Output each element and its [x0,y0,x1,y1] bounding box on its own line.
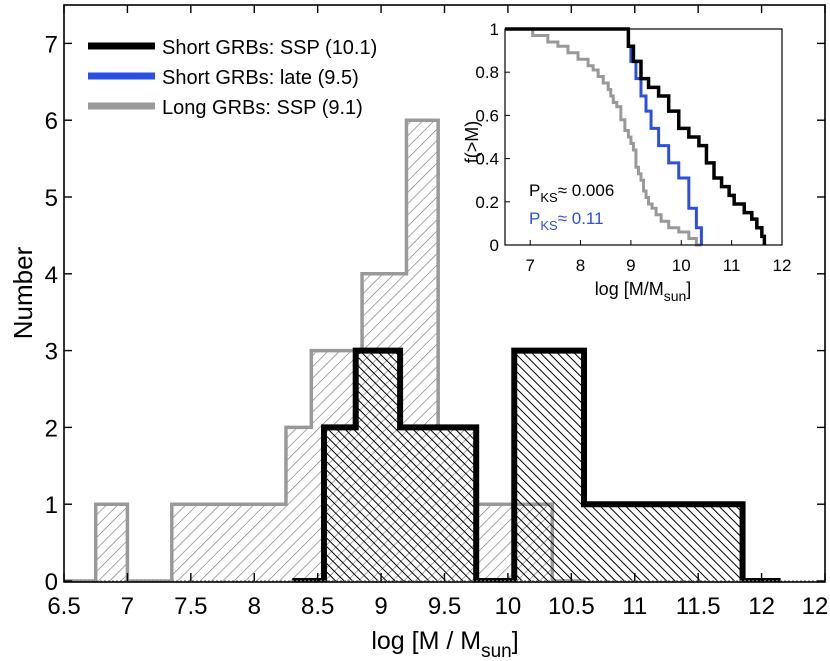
legend-label-long-ssp: Long GRBs: SSP (9.1) [162,97,363,119]
inset-x-tick-label: 10 [672,256,691,275]
inset-background [505,29,782,245]
main-xlabel: log [M / Msun] [371,627,518,661]
x-tick-label: 11.5 [676,593,721,620]
inset-y-tick-label: 0.6 [475,106,499,125]
x-tick-label: 8.5 [301,593,334,620]
pks-ssp-sub: KS [540,190,558,205]
y-tick-label: 6 [45,108,58,135]
inset-x-tick-label: 11 [723,256,741,275]
x-tick-label: 10.5 [548,593,595,620]
x-tick-label: 7.5 [174,593,207,620]
inset-cumulative-plot: 7 8 9 10 11 12 0 0.2 0.4 0.6 0.8 1 log [M/Msun] f(… [462,20,791,304]
pks-late-main: P [529,209,540,228]
x-tick-label: 12.5 [802,593,830,620]
pks-ssp-main: P [529,181,540,200]
inset-xlabel-sub: sun [664,288,687,304]
legend: Short GRBs: SSP (10.1) Short GRBs: late … [88,37,377,119]
x-tick-label: 6.5 [47,593,80,620]
inset-xlabel-main: log [M/M [595,279,664,299]
pks-ssp-value: ≈ 0.006 [558,181,615,200]
x-tick-label: 9 [374,593,387,620]
main-xlabel-sub: sun [481,641,512,661]
inset-curves [505,27,767,247]
inset-xlabel: log [M/Msun] [595,279,692,304]
inset-x-tick-label: 8 [576,256,585,275]
cdf-line-long-ssp [505,27,702,247]
inset-x-ticks: 7 8 9 10 11 12 [525,240,791,275]
inset-y-tick-label: 1 [490,20,499,39]
y-tick-label: 4 [45,262,58,289]
y-tick-label: 7 [45,31,58,58]
main-xlabel-close: ] [512,627,519,655]
inset-x-tick-label: 12 [773,256,792,275]
inset-y-tick-label: 0 [490,236,499,255]
pks-late-value: ≈ 0.11 [558,209,604,228]
cdf-line-short-late [505,27,703,245]
inset-y-ticks: 0 0.2 0.4 0.6 0.8 1 [475,20,510,255]
pks-annotation-short-ssp: PKS≈ 0.006 [529,181,614,205]
inset-y-tick-label: 0.8 [475,63,499,82]
cdf-line-short-ssp [505,27,767,245]
short-grb-hatch-fill [324,350,743,581]
inset-xlabel-close: ] [686,279,691,299]
inset-y-tick-label: 0.4 [475,150,499,169]
y-tick-label: 1 [45,492,58,519]
short-grb-histogram-outline [292,347,781,582]
legend-label-short-late: Short GRBs: late (9.5) [162,67,359,89]
inset-y-tick-label: 0.2 [475,193,499,212]
x-tick-label: 8 [248,593,261,620]
inset-ylabel: f(>M) [462,121,482,164]
y-tick-label: 0 [45,569,58,596]
inset-x-tick-label: 7 [525,256,534,275]
inset-x-tick-label: 9 [626,256,635,275]
pks-late-sub: KS [540,218,558,233]
x-tick-label: 11 [622,593,647,620]
y-tick-label: 3 [45,339,58,366]
histogram-plot-area [64,118,781,582]
x-tick-label: 9.5 [428,593,461,620]
legend-label-short-ssp: Short GRBs: SSP (10.1) [162,37,377,59]
x-tick-label: 7 [121,593,134,620]
x-tick-label: 12 [748,593,775,620]
y-tick-label: 2 [45,415,58,442]
pks-annotation-short-late: PKS≈ 0.11 [529,209,604,233]
main-xlabel-main: log [M / M [371,627,481,655]
y-tick-label: 5 [45,185,58,212]
x-tick-label: 10 [495,593,522,620]
inset-frame [504,28,783,246]
main-ylabel: Number [8,246,38,339]
